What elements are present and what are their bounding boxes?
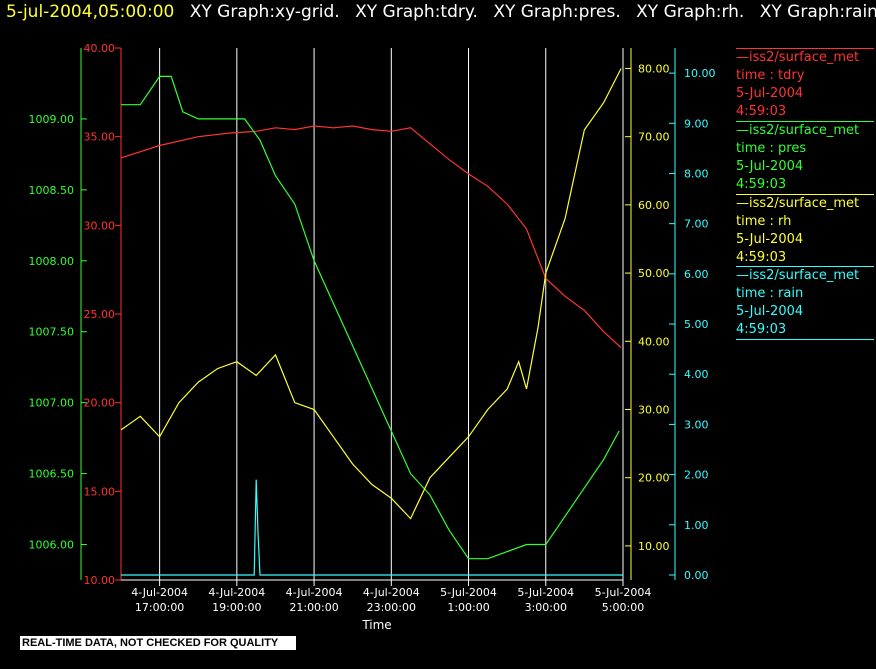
- x-tick-label-time: 23:00:00: [367, 601, 416, 614]
- legend-date: 5-Jul-2004: [736, 86, 804, 101]
- rain-tick-label: 8.00: [684, 167, 709, 180]
- rh-tick-label: 80.00: [638, 62, 670, 75]
- x-tick-label-time: 1:00:00: [447, 601, 489, 614]
- graph-title-tdry: XY Graph:tdry.: [355, 2, 478, 22]
- rh-tick-label: 30.00: [638, 403, 670, 416]
- legend-time: 4:59:03: [736, 322, 787, 337]
- x-axis-label: Time: [361, 618, 391, 632]
- rain-tick-label: 7.00: [684, 218, 709, 231]
- legend-time: 4:59:03: [736, 104, 787, 119]
- legend-date: 5-Jul-2004: [736, 232, 804, 247]
- tdry-tick-label: 10.00: [84, 574, 116, 587]
- x-tick-label-date: 4-Jul-2004: [286, 586, 343, 599]
- legend-date: 5-Jul-2004: [736, 304, 804, 319]
- legend-variable: time : pres: [736, 141, 807, 156]
- legend-station: —iss2/surface_met: [736, 123, 860, 138]
- pres-tick-label: 1008.50: [29, 184, 75, 197]
- rain-tick-label: 4.00: [684, 368, 709, 381]
- pres-tick-label: 1009.00: [29, 113, 75, 126]
- rain-tick-label: 0.00: [684, 569, 709, 582]
- tdry-tick-label: 25.00: [84, 308, 116, 321]
- x-tick-label-time: 21:00:00: [289, 601, 338, 614]
- rain-tick-label: 9.00: [684, 117, 709, 130]
- rh-tick-label: 70.00: [638, 131, 670, 144]
- legend-station: —iss2/surface_met: [736, 268, 860, 283]
- x-tick-label-time: 19:00:00: [212, 601, 261, 614]
- rh-tick-label: 60.00: [638, 199, 670, 212]
- title-bar: 5-jul-2004,05:00:00 XY Graph:xy-grid. XY…: [6, 2, 876, 22]
- tdry-tick-label: 40.00: [84, 42, 116, 55]
- x-tick-label-date: 4-Jul-2004: [208, 586, 265, 599]
- legend-variable: time : rain: [736, 286, 804, 301]
- tdry-tick-label: 20.00: [84, 397, 116, 410]
- x-tick-label-date: 4-Jul-2004: [363, 586, 420, 599]
- legend-rh: —iss2/surface_met time : rh 5-Jul-2004 4…: [736, 194, 876, 267]
- graph-title-pres: XY Graph:pres.: [493, 2, 621, 22]
- legend-time: 4:59:03: [736, 250, 787, 265]
- quality-notice: REAL-TIME DATA, NOT CHECKED FOR QUALITY: [20, 636, 297, 650]
- pres-tick-label: 1006.50: [29, 468, 75, 481]
- rain-tick-label: 10.00: [684, 67, 716, 80]
- x-tick-label-date: 5-Jul-2004: [440, 586, 497, 599]
- rain-series-line: [121, 479, 623, 576]
- graph-title-xy-grid: XY Graph:xy-grid.: [189, 2, 340, 22]
- x-tick-label-time: 5:00:00: [602, 601, 644, 614]
- legend-separator: [736, 266, 874, 267]
- legend-separator: [736, 48, 874, 49]
- legend-separator: [736, 194, 874, 195]
- pres-tick-label: 1008.00: [29, 255, 75, 268]
- tdry-tick-label: 30.00: [84, 219, 116, 232]
- legend-pres: —iss2/surface_met time : pres 5-Jul-2004…: [736, 121, 876, 194]
- legend-date: 5-Jul-2004: [736, 159, 804, 174]
- legend-separator: [736, 121, 874, 122]
- legend-time: 4:59:03: [736, 177, 787, 192]
- tdry-tick-label: 15.00: [84, 485, 116, 498]
- rh-tick-label: 20.00: [638, 472, 670, 485]
- graph-title-rh: XY Graph:rh.: [636, 2, 745, 22]
- x-tick-label-date: 5-Jul-2004: [595, 586, 652, 599]
- pres-series-line: [121, 75, 620, 560]
- timestamp: 5-jul-2004,05:00:00: [6, 2, 175, 22]
- pres-tick-label: 1006.00: [29, 539, 75, 552]
- rain-tick-label: 3.00: [684, 418, 709, 431]
- x-tick-label-time: 3:00:00: [525, 601, 567, 614]
- rain-tick-label: 5.00: [684, 318, 709, 331]
- rh-tick-label: 40.00: [638, 335, 670, 348]
- legend-separator: [736, 339, 874, 340]
- tdry-series-line: [120, 125, 622, 349]
- rain-tick-label: 2.00: [684, 469, 709, 482]
- graph-title-rain: XY Graph:rain.: [759, 2, 876, 22]
- rain-tick-label: 6.00: [684, 268, 709, 281]
- legend-variable: time : rh: [736, 214, 792, 229]
- rain-tick-label: 1.00: [684, 519, 709, 532]
- rh-tick-label: 50.00: [638, 267, 670, 280]
- pres-tick-label: 1007.50: [29, 326, 75, 339]
- x-tick-label-date: 4-Jul-2004: [131, 586, 188, 599]
- rh-tick-label: 10.00: [638, 540, 670, 553]
- pres-tick-label: 1007.00: [29, 397, 75, 410]
- legend-rain: —iss2/surface_met time : rain 5-Jul-2004…: [736, 266, 876, 340]
- legend-station: —iss2/surface_met: [736, 196, 860, 211]
- legend-tdry: —iss2/surface_met time : tdry 5-Jul-2004…: [736, 48, 876, 121]
- tdry-tick-label: 35.00: [84, 131, 116, 144]
- x-tick-label-time: 17:00:00: [135, 601, 184, 614]
- x-tick-label-date: 5-Jul-2004: [517, 586, 574, 599]
- legend-variable: time : tdry: [736, 68, 805, 83]
- rh-series-line: [120, 68, 622, 520]
- legend-station: —iss2/surface_met: [736, 50, 860, 65]
